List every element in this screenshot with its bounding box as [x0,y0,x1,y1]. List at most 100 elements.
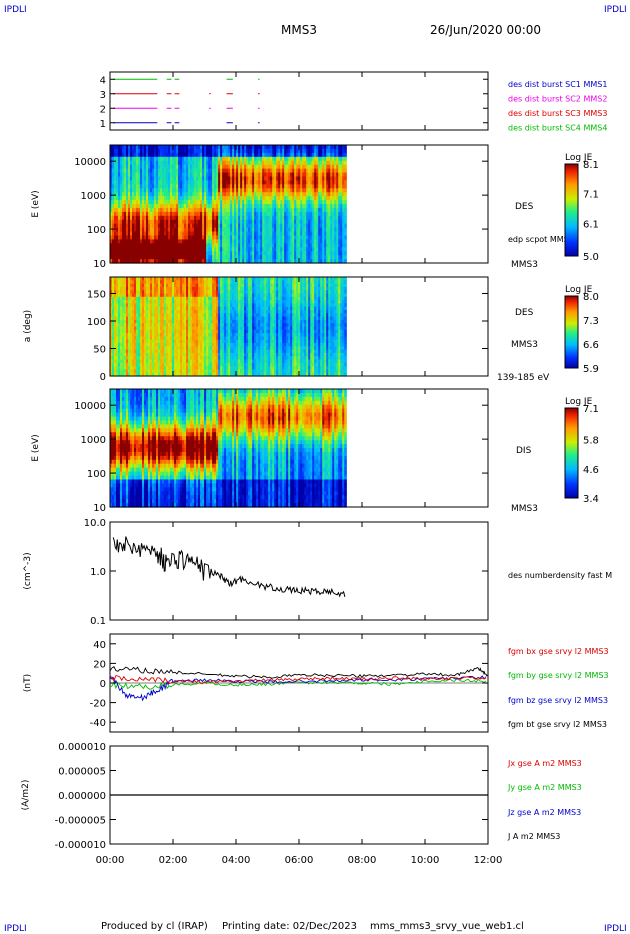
spectrogram-cell [266,255,269,260]
spectrogram-cell [126,319,129,324]
spectrogram-cell [274,215,277,221]
spectrogram-cell [242,207,245,213]
spectrogram-cell [152,204,155,209]
spectrogram-cell [280,164,283,170]
spectrogram-cell [192,329,195,334]
spectrogram-cell [344,148,347,154]
spectrogram-cell [122,219,125,225]
spectrogram-cell [110,316,113,321]
spectrogram-cell [116,316,119,321]
spectrogram-cell [156,319,159,324]
spectrogram-cell [202,164,205,170]
spectrogram-cell [154,313,157,318]
spectrogram-cell [116,310,119,314]
spectrogram-cell [328,148,331,154]
spectrogram-cell [254,164,257,170]
spectrogram-cell [184,145,187,150]
spectrogram-cell [174,172,177,178]
spectrogram-cell [132,259,135,264]
spectrogram-cell [272,188,275,193]
spectrogram-cell [172,200,175,205]
spectrogram-cell [132,247,135,252]
spectrogram-cell [166,290,169,295]
spectrogram-cell [218,148,221,154]
spectrogram-cell [186,359,189,364]
spectrogram-cell [198,296,201,301]
spectrogram-cell [200,168,203,174]
spectrogram-cell [258,160,261,166]
spectrogram-cell [146,180,149,185]
spectrogram-cell [180,251,183,256]
spectrogram-cell [224,243,227,248]
spectrogram-cell [198,346,201,351]
spectrogram-cell [144,352,147,357]
spectrogram-cell [204,164,207,170]
spectrogram-cell [114,172,117,178]
spectrogram-cell [170,329,173,334]
spectrogram-cell [120,145,123,150]
spectrogram-cell [128,235,131,240]
spectrogram-cell [170,207,173,213]
spectrogram-cell [128,231,131,237]
spectrogram-cell [332,204,335,209]
spectrogram-cell [148,211,151,217]
spectrogram-cell [140,176,143,181]
spectrogram-cell [276,172,279,178]
spectrogram-cell [206,219,209,225]
spectrogram-cell [158,152,161,158]
spectrogram-cell [342,168,345,174]
spectrogram-cell [194,290,197,295]
spectrogram-cell [264,227,267,233]
spectrogram-cell [110,215,113,221]
spectrogram-cell [146,148,149,154]
spectrogram-cell [186,164,189,170]
spectrogram-cell [192,280,195,285]
spectrogram-cell [298,255,301,260]
spectrogram-cell [110,200,113,205]
spectrogram-cell [288,152,291,158]
spectrogram-cell [156,200,159,205]
spectrogram-cell [336,231,339,237]
spectrogram-cell [308,207,311,213]
spectrogram-cell [178,352,181,357]
spectrogram-cell [284,196,287,201]
spectrogram-cell [342,156,345,162]
spectrogram-cell [292,184,295,189]
spectrogram-cell [148,188,151,193]
spectrogram-cell [212,148,215,154]
spectrogram-cell [138,211,141,217]
spectrogram-cell [122,180,125,185]
spectrogram-cell [162,172,165,178]
spectrogram-cell [142,160,145,166]
spectrogram-cell [268,156,271,162]
spectrogram-cell [166,148,169,154]
spectrogram-cell [132,184,135,189]
spectrogram-cell [140,215,143,221]
spectrogram-cell [208,215,211,221]
spectrogram-cell [122,243,125,248]
spectrogram-cell [250,168,253,174]
spectrogram-cell [200,349,203,354]
spectrogram-cell [184,339,187,344]
spectrogram-cell [200,243,203,248]
spectrogram-cell [132,296,135,301]
spectrogram-cell [124,359,127,364]
spectrogram-cell [112,156,115,162]
spectrogram-cell [206,180,209,185]
spectrogram-cell [214,160,217,166]
spectrogram-cell [122,207,125,213]
spectrogram-cell [208,259,211,264]
spectrogram-cell [198,277,201,281]
spectrogram-cell [328,180,331,185]
spectrogram-cell [178,369,181,374]
spectrogram-cell [320,172,323,178]
spectrogram-cell [188,235,191,240]
spectrogram-cell [174,313,177,318]
spectrogram-cell [152,303,155,308]
spectrogram-cell [188,255,191,260]
spectrogram-cell [164,145,167,150]
spectrogram-cell [292,243,295,248]
spectrogram-cell [180,180,183,185]
spectrogram-cell [312,247,315,252]
spectrogram-cell [294,231,297,237]
